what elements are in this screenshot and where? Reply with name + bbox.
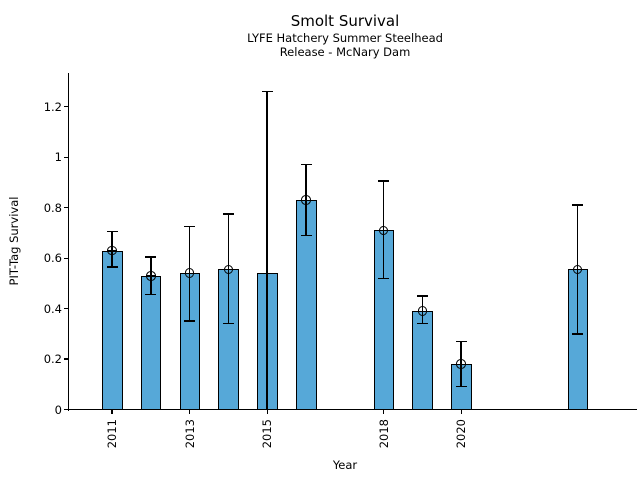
marker-cross-v [460,359,462,369]
x-tick-label-2018: 2018 [376,419,391,449]
y-tick-0.4 [64,307,68,310]
x-tick-2015 [266,410,268,414]
marker-cross-v [577,264,579,275]
x-axis-spine [68,408,637,411]
marker-2012 [146,270,156,281]
marker-cross-v [227,264,229,275]
bar-2019 [412,311,433,411]
marker-cross-v [421,306,423,316]
error-cap-high-2011 [106,230,118,233]
error-cap-low-2019 [416,323,428,325]
x-tick-2013 [189,410,191,414]
bar-2011 [102,250,123,411]
error-line-2015 [266,91,268,410]
marker-cross-v [189,268,191,279]
error-cap-high-2023 [572,204,584,206]
error-cap-low-2018 [378,277,390,279]
y-tick-label-0: 0 [54,402,62,417]
error-cap-high-2016 [300,164,312,166]
error-cap-high-2014 [222,213,234,215]
chart-title: Smolt Survival [290,12,400,30]
y-axis-spine [68,73,70,411]
error-cap-high-2019 [416,295,428,297]
y-tick-label-0.8: 0.8 [43,200,62,215]
x-tick-label-2015: 2015 [260,419,275,449]
marker-2023 [572,264,583,275]
y-tick-0.8 [64,207,68,209]
chart-header: Smolt Survival LYFE Hatchery Summer Stee… [52,0,638,59]
error-cap-high-2015 [261,90,273,93]
marker-2019 [417,306,428,316]
error-cap-low-2012 [145,294,157,296]
x-tick-label-2020: 2020 [454,419,469,449]
y-tick-label-0.2: 0.2 [43,352,62,367]
error-cap-high-2020 [455,340,467,343]
marker-cross-v [150,270,152,281]
error-cap-low-2016 [300,234,312,237]
y-tick-0.2 [64,358,68,360]
error-cap-low-2023 [572,333,584,335]
y-tick-1 [64,156,68,158]
marker-2016 [301,195,311,205]
marker-cross-v [305,195,307,205]
marker-2013 [184,268,195,279]
y-tick-label-0.4: 0.4 [43,301,62,316]
y-tick-label-1.2: 1.2 [43,99,62,114]
marker-2018 [378,225,389,236]
error-cap-low-2013 [184,320,196,322]
x-tick-label-2013: 2013 [182,419,197,449]
marker-2014 [223,264,234,275]
x-tick-label-2011: 2011 [105,419,119,449]
y-tick-label-0.6: 0.6 [43,251,62,266]
marker-2020 [456,359,466,369]
chart-subtitle-line1: LYFE Hatchery Summer Steelhead [247,31,443,45]
y-tick-label-1: 1 [54,150,62,165]
error-cap-low-2020 [455,386,467,388]
error-cap-low-2011 [106,266,118,268]
error-cap-high-2012 [145,256,157,258]
error-cap-high-2018 [378,180,390,182]
marker-cross-v [111,245,113,256]
y-tick-1.2 [64,106,68,108]
y-tick-0 [64,408,68,411]
chart-subtitle-line2: Release - McNary Dam [279,45,411,59]
error-cap-low-2014 [222,323,234,325]
y-tick-0.6 [64,257,68,259]
marker-cross-v [383,225,385,236]
x-tick-2020 [460,410,462,414]
x-axis-label: Year [332,458,358,472]
marker-2011 [107,245,117,256]
error-cap-low-2015 [261,408,273,411]
bar-2012 [140,275,162,411]
x-tick-2011 [111,410,113,414]
x-tick-2018 [383,410,385,414]
error-cap-high-2013 [184,225,196,228]
